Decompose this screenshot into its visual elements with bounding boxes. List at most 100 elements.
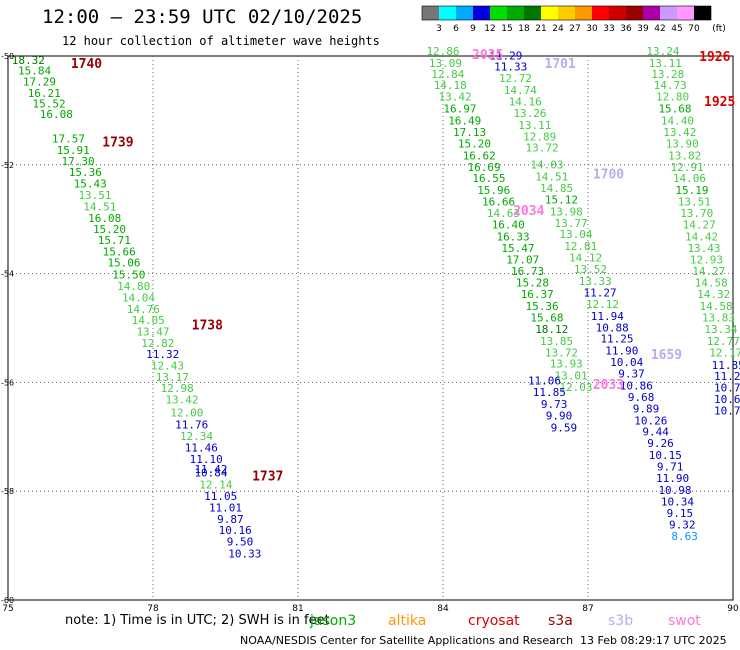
swh-value: 12.98 (161, 382, 194, 395)
pass-time-label: 2035 (472, 48, 503, 63)
plot-frame (7, 55, 734, 601)
x-tick-label: 75 (2, 604, 13, 614)
pass-time-label: 1738 (192, 318, 223, 333)
swh-value: 12.89 (523, 130, 556, 143)
grid-lines (7, 55, 734, 601)
swh-value: 16.33 (497, 230, 530, 243)
swh-value: 12.81 (564, 240, 597, 253)
scale-swatch (660, 6, 677, 20)
scale-bin-label: 33 (603, 24, 614, 34)
scale-swatch (694, 6, 711, 20)
swh-value: 14.63 (487, 207, 520, 220)
swh-value: 9.26 (647, 437, 674, 450)
swh-value: 13.28 (651, 68, 684, 81)
swh-value: 13.47 (136, 326, 169, 339)
swh-value: 14.27 (683, 218, 716, 231)
swh-value: 9.73 (541, 398, 568, 411)
swh-value: 9.50 (227, 536, 254, 549)
swh-value: 12.82 (141, 337, 174, 350)
swh-value: 12.00 (170, 407, 203, 420)
scale-bin-label: 9 (470, 24, 476, 34)
scale-swatch (507, 6, 524, 20)
swh-value: 16.97 (443, 103, 476, 116)
swh-value: 14.51 (535, 171, 568, 184)
swh-value: 14.85 (540, 182, 573, 195)
swh-value: 16.55 (472, 172, 505, 185)
swh-value: 9.32 (669, 519, 696, 532)
swh-value: 12.34 (180, 430, 213, 443)
swh-value: 18.32 (12, 54, 45, 67)
swh-value: 13.98 (550, 205, 583, 218)
scale-swatch (677, 6, 694, 20)
swh-value: 14.58 (700, 300, 733, 313)
swh-value: 10.98 (658, 484, 691, 497)
swh-value: 10.84 (194, 467, 227, 480)
swh-value: 13.42 (663, 126, 696, 139)
pass-time-label: 1925 (704, 95, 735, 110)
swh-value: 13.34 (704, 323, 737, 336)
scale-bin-label: 3 (436, 24, 442, 34)
swh-value: 13.09 (429, 57, 462, 70)
swh-value: 17.13 (453, 126, 486, 139)
swh-value: 13.70 (680, 207, 713, 220)
swh-value: 11.05 (204, 490, 237, 503)
scale-bin-label: 15 (501, 24, 512, 34)
swh-value: 14.32 (697, 288, 730, 301)
swh-value: 15.68 (658, 103, 691, 116)
swh-value: 13.93 (550, 358, 583, 371)
swh-value: 15.36 (69, 166, 102, 179)
swh-value: 9.71 (657, 461, 684, 474)
scale-swatch (456, 6, 473, 20)
swh-value: 10.26 (634, 414, 667, 427)
pass-time-label: 1739 (102, 135, 133, 150)
scale-bin-label: 6 (453, 24, 459, 34)
swh-value: 10.34 (661, 495, 694, 508)
scale-swatch (439, 6, 456, 20)
swh-value: 13.82 (668, 149, 701, 162)
swh-value: 15.68 (530, 311, 563, 324)
swh-value: 12.43 (151, 359, 184, 372)
scale-bin-label: 39 (637, 24, 649, 34)
swh-value: 14.27 (692, 265, 725, 278)
swh-value: 12.72 (499, 72, 532, 85)
scale-frame (421, 5, 712, 21)
swh-value: 10.71 (714, 404, 740, 417)
satellite-legend-cryosat: cryosat (468, 613, 520, 629)
swh-value: 14.42 (685, 230, 718, 243)
swh-value: 11.85 (712, 359, 740, 372)
swh-value: 17.29 (23, 75, 56, 88)
swh-value: 16.73 (511, 265, 544, 278)
swh-value: 11.76 (175, 419, 208, 432)
swh-value: 9.68 (628, 391, 655, 404)
swh-value: 10.78 (714, 382, 740, 395)
swh-value: 11.90 (656, 472, 689, 485)
swh-value: 9.87 (217, 513, 244, 526)
swh-value: 13.24 (646, 45, 679, 58)
swh-value: 12.84 (431, 68, 464, 81)
pass-time-label: 2033 (593, 378, 624, 393)
x-tick-label: 78 (147, 604, 159, 614)
swh-value: 13.11 (649, 57, 682, 70)
scale-bin-label: 24 (552, 24, 564, 34)
scale-bin-label: 45 (671, 24, 682, 34)
swh-value: 10.61 (714, 393, 740, 406)
scale-swatch (524, 6, 541, 20)
pass-time-label: 1701 (545, 57, 576, 72)
swh-value: 16.66 (482, 196, 515, 209)
swh-value: 11.25 (600, 333, 633, 346)
swh-value: 15.71 (98, 234, 131, 247)
swh-value: 11.06 (528, 375, 561, 388)
swh-value: 12.91 (671, 161, 704, 174)
swh-value: 13.11 (518, 119, 551, 132)
swh-value: 10.88 (596, 321, 629, 334)
pass-time-label: 1737 (252, 470, 283, 485)
swh-value: 18.12 (535, 323, 568, 336)
swh-value: 16.37 (521, 288, 554, 301)
satellite-legend-swot: swot (668, 613, 701, 629)
swh-value: 17.30 (62, 155, 95, 168)
scale-swatch (575, 6, 592, 20)
scale-swatch (609, 6, 626, 20)
time-labels: 1740 1739 1738 1737 2035 2034 2033 1701 1700 1659… (71, 48, 735, 485)
swh-value: 10.33 (228, 548, 261, 561)
swh-value: 15.66 (103, 246, 136, 259)
